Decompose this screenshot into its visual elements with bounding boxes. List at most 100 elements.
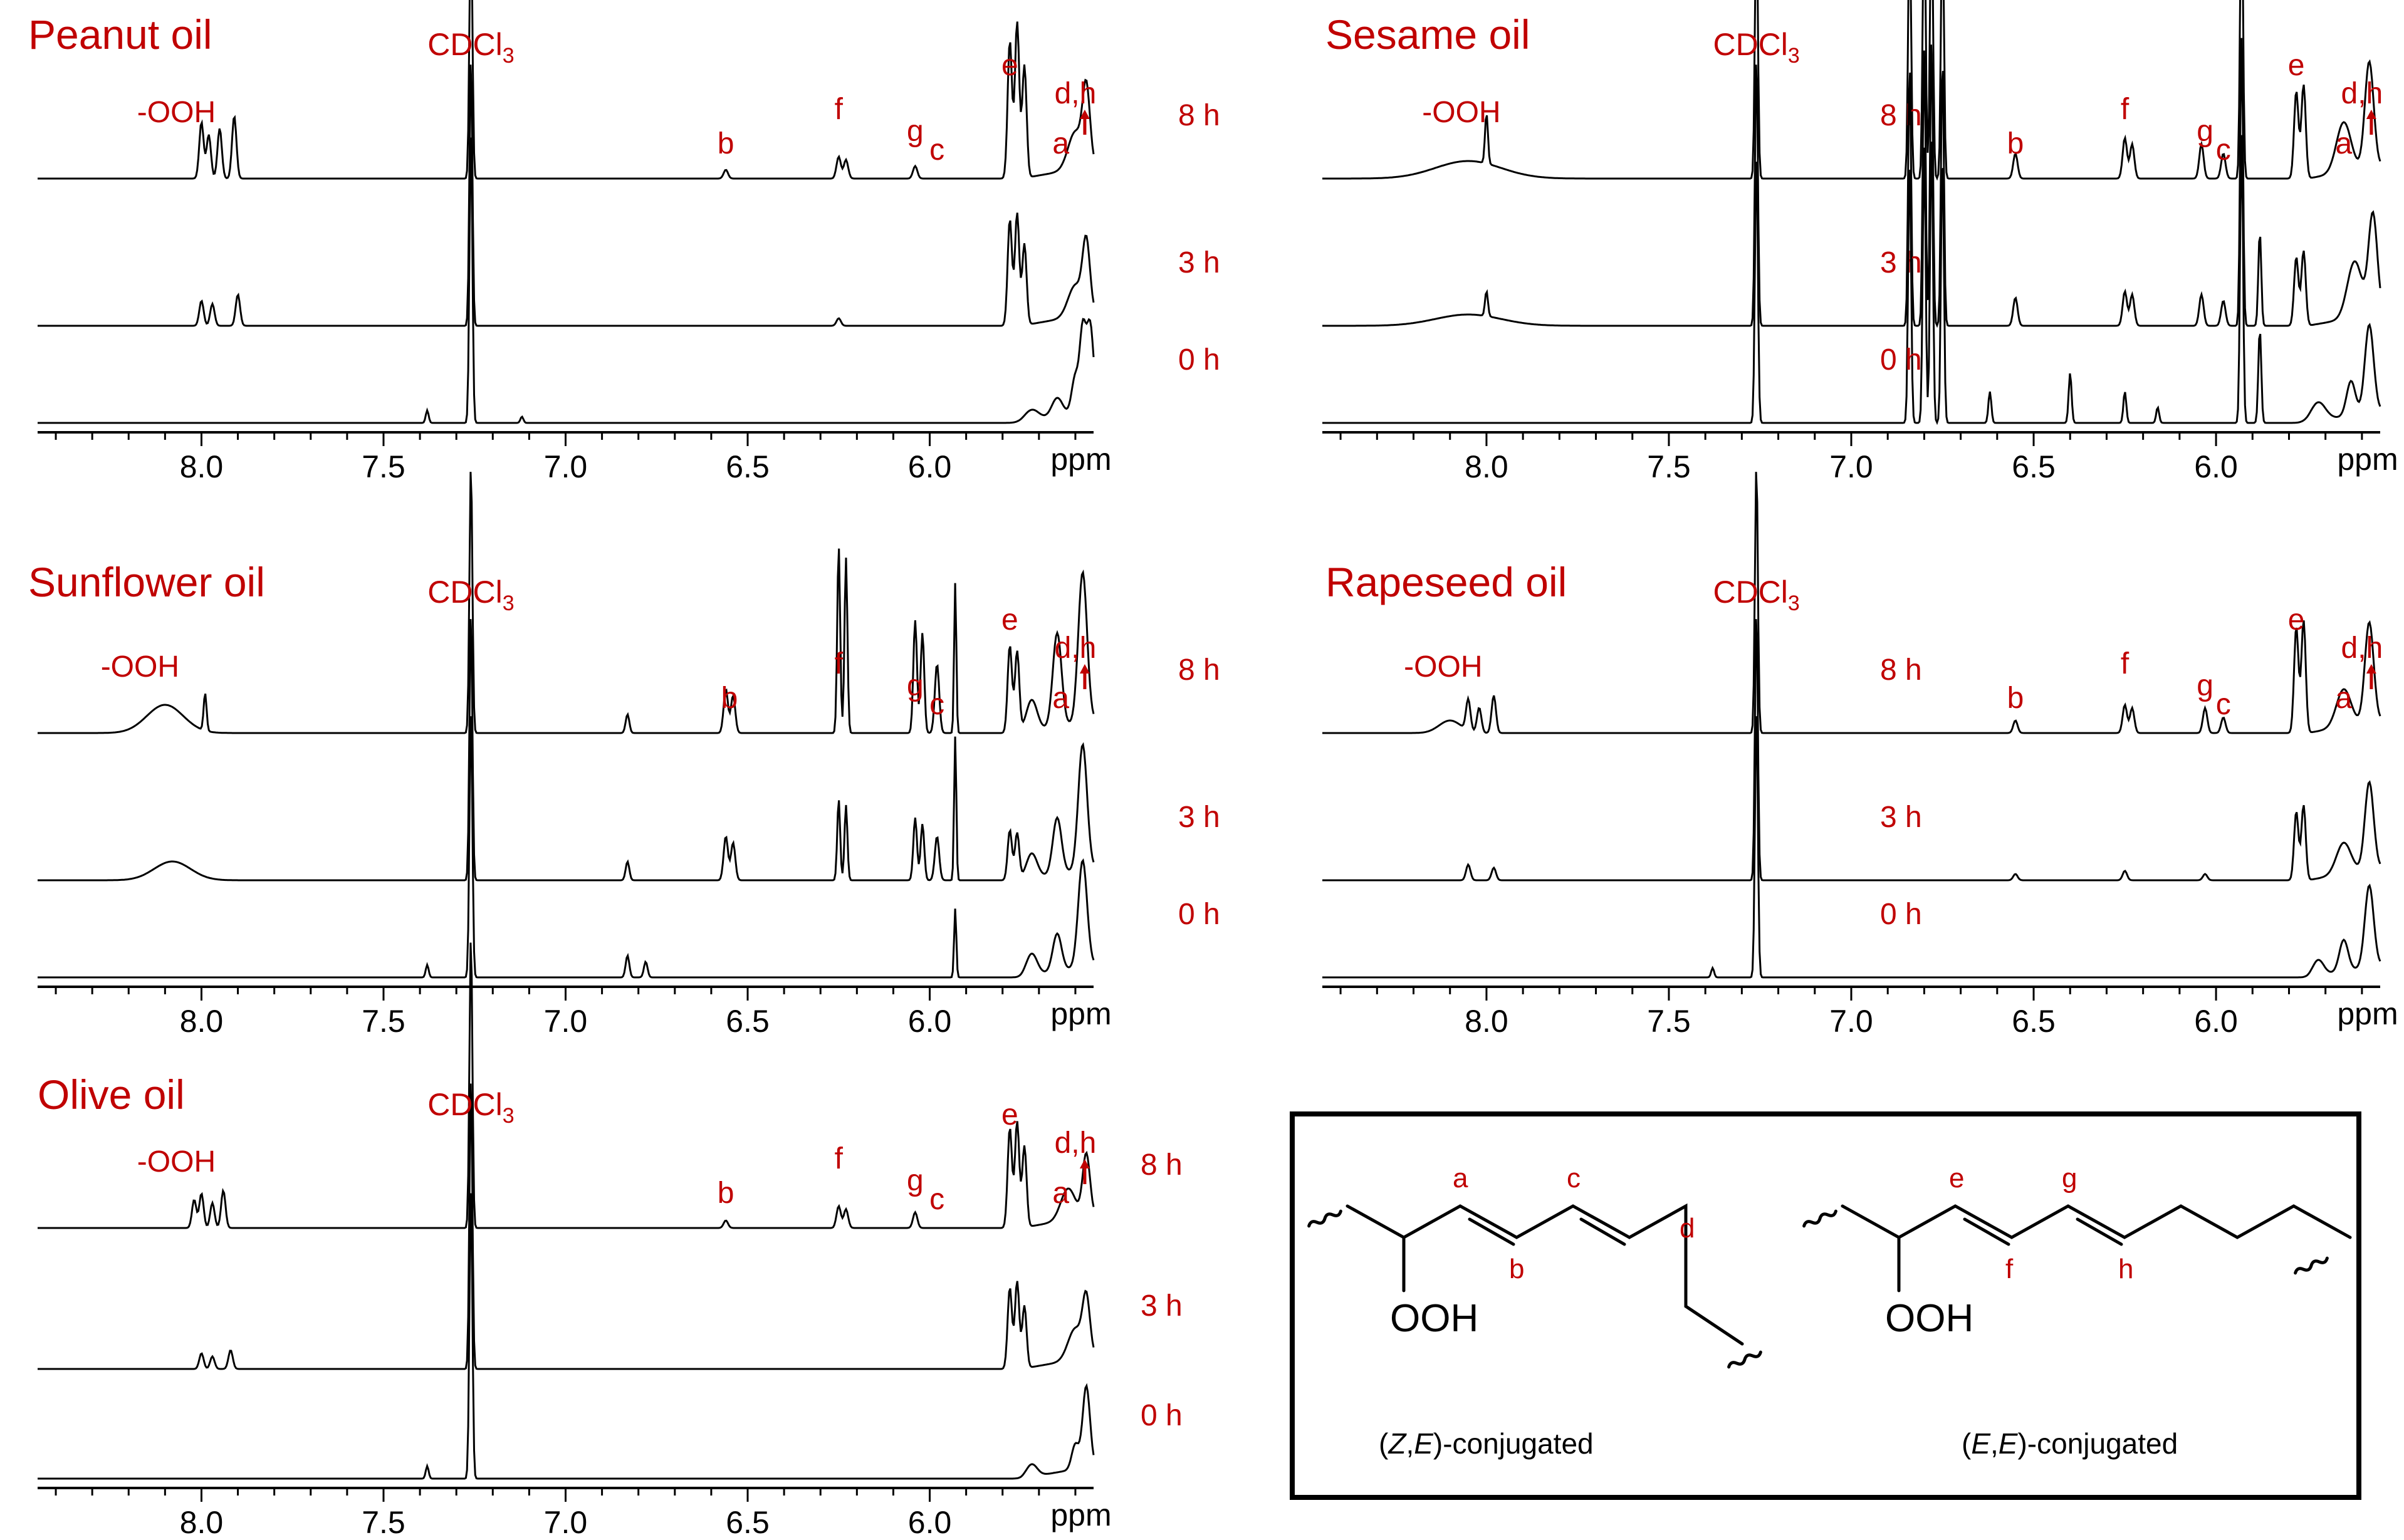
atom-label-h: h (2118, 1254, 2133, 1284)
spectrum-trace-8h (1322, 472, 2381, 734)
caption-part: ( (1962, 1427, 1972, 1460)
arrowhead-icon (2366, 110, 2376, 119)
x-axis-unit: ppm (1050, 1497, 1111, 1532)
x-tick-label: 6.5 (726, 1004, 770, 1039)
ze-ooh-label: OOH (1390, 1297, 1478, 1340)
time-label: 0 h (1880, 898, 1922, 931)
caption-part: E (1971, 1427, 1991, 1460)
ee-conjugated-structure (1802, 1204, 2352, 1293)
x-tick-label: 6.5 (2012, 449, 2056, 484)
wavy-bond-icon (1307, 1209, 1342, 1228)
solvent-label: CDCl3 (427, 575, 514, 615)
atom-label-a: a (1453, 1163, 1468, 1194)
time-label: 8 h (1880, 99, 1922, 132)
atom-label-e: e (1949, 1163, 1964, 1194)
caption-part: )-conjugated (1433, 1427, 1594, 1460)
peak-label: e (2288, 603, 2305, 637)
solvent-label: CDCl3 (1713, 27, 1799, 68)
spectrum-trace-0h (1322, 135, 2381, 425)
solvent-label: CDCl3 (427, 27, 514, 68)
x-tick-label: 6.0 (908, 1505, 952, 1540)
arrowhead-icon (1079, 664, 1090, 674)
time-label: 3 h (1178, 246, 1220, 279)
solvent-subscript: 3 (1788, 44, 1800, 68)
peak-label: c (2216, 133, 2231, 167)
x-tick-label: 6.0 (908, 449, 952, 484)
peak-label: f (2121, 647, 2130, 680)
x-tick-label: 6.5 (726, 1505, 770, 1540)
double-bond-gh (2076, 1217, 2123, 1246)
nmr-panel-0: Peanut oil 8 h 3 h 0 h 8.0 7.5 7.0 6.5 6.0 ppm CDC… (28, 0, 1220, 484)
peak-label: a (2335, 127, 2352, 160)
ee-ooh-label: OOH (1885, 1297, 1973, 1340)
spectrum-trace-0h (1322, 716, 2381, 979)
time-label: 3 h (1880, 801, 1922, 834)
panel-title: Olive oil (38, 1071, 185, 1118)
time-label: 0 h (1178, 898, 1220, 931)
peak-label: -OOH (137, 96, 216, 129)
peak-label: g (2197, 669, 2213, 702)
peak-label: b (2007, 682, 2024, 715)
spectrum-trace-8h (38, 472, 1095, 734)
time-label: 3 h (1178, 801, 1220, 834)
spectrum-trace-8h (1322, 0, 2381, 181)
x-tick-label: 8.0 (180, 449, 224, 484)
caption-part: E (1414, 1427, 1434, 1460)
atom-label-d: d (1680, 1213, 1695, 1244)
peak-label: -OOH (1404, 650, 1482, 684)
x-tick-label: 8.0 (1465, 449, 1508, 484)
solvent-subscript: 3 (503, 1104, 515, 1128)
peak-label: g (2197, 115, 2213, 148)
x-tick-label: 7.0 (1829, 449, 1873, 484)
spectrum-trace-8h (38, 0, 1095, 180)
x-tick-label: 7.5 (362, 1505, 405, 1540)
double-bond-ef (1963, 1217, 2010, 1246)
solvent-subscript: 3 (503, 591, 515, 615)
nmr-panel-1: Sesame oil 8 h 3 h 0 h 8.0 7.5 7.0 6.5 6.0 ppm CDC… (1322, 0, 2398, 484)
time-label: 0 h (1141, 1399, 1183, 1432)
x-tick-label: 7.5 (1647, 449, 1691, 484)
x-tick-label: 7.5 (362, 449, 405, 484)
caption-part: )-conjugated (2017, 1427, 2178, 1460)
time-label: 0 h (1178, 343, 1220, 377)
double-bond-ab (1468, 1217, 1515, 1246)
atom-label-f: f (2005, 1254, 2014, 1284)
peak-label: c (929, 1183, 944, 1216)
peak-label: b (718, 1177, 734, 1210)
spectrum-trace-3h (1322, 619, 2381, 882)
solvent-subscript: 3 (1788, 591, 1800, 615)
nmr-panel-2: Sunflower oil 8 h 3 h 0 h 8.0 7.5 7.0 6.5 6.0 ppm… (28, 472, 1220, 1039)
ze-conjugated-structure (1307, 1203, 1762, 1369)
x-tick-label: 6.5 (2012, 1004, 2056, 1039)
atom-label-c: c (1567, 1163, 1581, 1194)
structures-box: OOH a b c d (Z,E)-conjugated OOH e f g h… (1290, 1111, 2361, 1500)
peak-label: d,h (1055, 1126, 1097, 1160)
x-tick-label: 8.0 (180, 1004, 224, 1039)
caption-part: , (1990, 1427, 1999, 1460)
x-tick-label: 6.0 (2194, 449, 2238, 484)
time-label: 3 h (1880, 246, 1922, 279)
peak-label: e (1001, 49, 1018, 82)
peak-label: g (907, 669, 924, 702)
wavy-bond-icon (2294, 1256, 2329, 1275)
x-axis-unit: ppm (2337, 442, 2398, 477)
peak-label: -OOH (1422, 96, 1500, 129)
peak-label: e (1001, 603, 1018, 637)
x-tick-label: 7.0 (544, 449, 588, 484)
nmr-panels: Peanut oil 8 h 3 h 0 h 8.0 7.5 7.0 6.5 6.0 ppm CDC… (28, 0, 2398, 1540)
panel-title: Sunflower oil (28, 559, 265, 605)
x-tick-label: 7.5 (362, 1004, 405, 1039)
spectrum-trace-0h (38, 137, 1095, 424)
time-label: 0 h (1880, 343, 1922, 377)
spectrum-trace-0h (38, 716, 1095, 979)
atom-label-b: b (1509, 1254, 1524, 1284)
peak-label: a (1052, 127, 1069, 160)
panel-title: Peanut oil (28, 11, 212, 58)
x-tick-label: 6.0 (2194, 1004, 2238, 1039)
spectrum-trace-3h (1322, 38, 2381, 328)
solvent-label: CDCl3 (427, 1087, 514, 1128)
peak-label: f (2121, 93, 2130, 126)
x-tick-label: 7.0 (544, 1505, 588, 1540)
